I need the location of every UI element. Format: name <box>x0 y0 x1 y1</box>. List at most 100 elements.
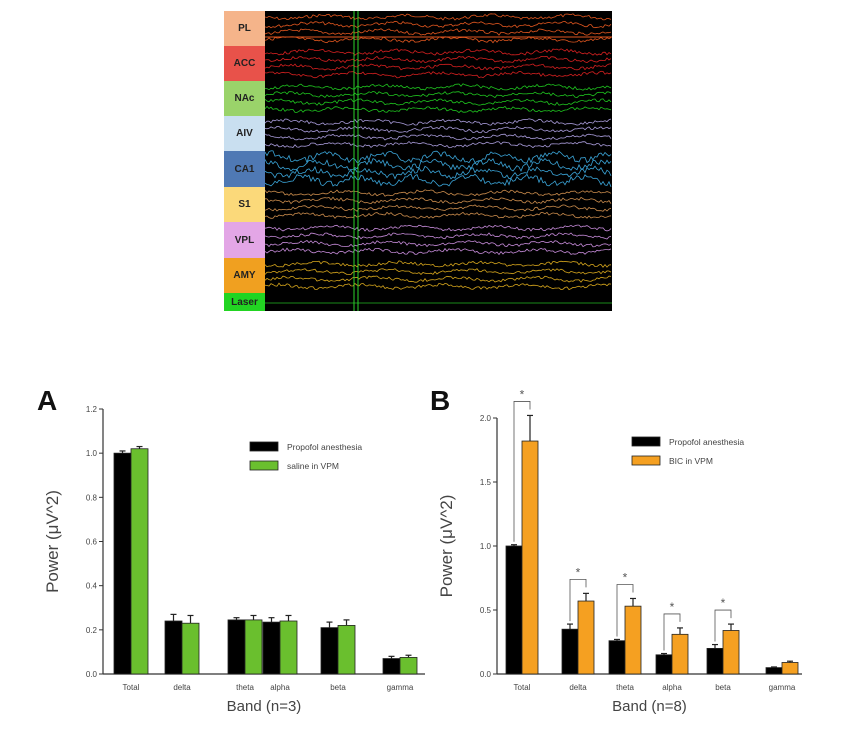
chart-b: 0.0 0.5 1.0 1.5 2.0 Total delta theta alpha beta g… <box>437 387 802 715</box>
bar-delta-control <box>561 628 579 675</box>
eeg-recording-panel: PL ACC NAc AIV CA1 S1 VPL AMY Laser <box>224 11 612 311</box>
x-tick-label: delta <box>569 683 587 692</box>
bar-alpha-treatment <box>279 620 298 675</box>
x-tick-label: theta <box>616 683 634 692</box>
significance-bracket <box>513 401 531 542</box>
eeg-trace-pl <box>265 36 612 44</box>
eeg-trace-vpl <box>265 247 612 256</box>
significance-star: * <box>721 596 726 610</box>
channel-label-amy: AMY <box>224 258 265 293</box>
y-tick-label: 2.0 <box>480 414 492 423</box>
bar-alpha-control <box>655 654 673 675</box>
eeg-trace-s1 <box>265 196 612 205</box>
eeg-trace-pl <box>265 20 612 29</box>
x-tick-label: Total <box>514 683 531 692</box>
x-tick-label: beta <box>715 683 731 692</box>
bar-delta-treatment <box>577 600 595 675</box>
eeg-trace-s1 <box>265 211 612 219</box>
bar-gamma-treatment <box>399 657 418 675</box>
x-axis-label: Band (n=3) <box>227 698 302 715</box>
significance-star: * <box>520 387 525 401</box>
significance-bracket <box>616 584 634 637</box>
significance-star: * <box>576 565 581 579</box>
y-axis-label: Power (μV^2) <box>43 490 62 593</box>
significance-bracket <box>714 609 732 642</box>
legend-label: Propofol anesthesia <box>669 437 744 447</box>
eeg-trace-ca1 <box>265 150 612 164</box>
channel-label-ca1: CA1 <box>224 151 265 187</box>
bar-alpha-control <box>262 621 281 675</box>
panel-label-a: A <box>37 385 58 416</box>
x-tick-label: gamma <box>387 683 414 692</box>
eeg-trace-vpl <box>265 232 612 240</box>
bar-alpha-treatment <box>671 633 689 675</box>
bar-gamma-control <box>382 658 401 675</box>
legend-swatch <box>631 436 661 447</box>
eeg-trace-nac <box>265 105 612 114</box>
eeg-trace-nac <box>265 98 612 106</box>
eeg-trace-aiv <box>265 125 612 134</box>
eeg-trace-pl <box>265 13 612 21</box>
x-tick-label: delta <box>173 683 191 692</box>
channel-label-aiv: AIV <box>224 116 265 151</box>
bar-total-treatment <box>521 440 539 675</box>
x-tick-label: gamma <box>769 683 796 692</box>
bar-gamma-treatment <box>781 662 799 675</box>
bar-theta-control <box>227 619 246 675</box>
x-tick-label: theta <box>236 683 254 692</box>
eeg-trace-acc <box>265 48 612 56</box>
significance-bracket <box>663 613 681 651</box>
y-tick-label: 0.5 <box>480 606 492 615</box>
legend-swatch <box>631 455 661 466</box>
y-tick-label: 0.8 <box>86 493 98 502</box>
bar-total-control <box>505 545 523 675</box>
significance-star: * <box>670 600 675 614</box>
y-tick-label: 1.2 <box>86 405 98 414</box>
eeg-trace-acc <box>265 63 612 71</box>
y-tick-label: 1.5 <box>480 478 492 487</box>
chart-a: 0.0 0.2 0.4 0.6 0.8 1.0 1.2 Total delta theta alph… <box>43 405 425 715</box>
bar-beta-control <box>320 627 339 675</box>
significance-bracket <box>569 578 587 622</box>
eeg-trace-s1 <box>265 204 612 212</box>
eeg-trace-nac <box>265 90 612 99</box>
eeg-trace-amy <box>265 282 612 291</box>
y-tick-label: 1.0 <box>86 449 98 458</box>
bar-theta-control <box>608 640 626 675</box>
eeg-trace-ca1 <box>265 157 612 172</box>
significance-star: * <box>623 570 628 584</box>
legend-swatch <box>249 460 279 471</box>
eeg-trace-ca1 <box>265 165 612 180</box>
y-tick-label: 0.6 <box>86 538 98 547</box>
eeg-traces <box>265 11 612 311</box>
channel-label-nac: NAc <box>224 81 265 116</box>
eeg-trace-amy <box>265 275 612 283</box>
bar-total-treatment <box>130 448 149 675</box>
eeg-trace-amy <box>265 260 612 268</box>
bar-beta-treatment <box>337 625 356 675</box>
x-tick-label: Total <box>123 683 140 692</box>
eeg-trace-amy <box>265 268 612 276</box>
bar-theta-treatment <box>624 605 642 675</box>
channel-label-s1: S1 <box>224 187 265 222</box>
eeg-trace-acc <box>265 55 612 64</box>
bar-gamma-control <box>765 667 783 675</box>
y-tick-label: 0.4 <box>86 582 98 591</box>
x-tick-label: alpha <box>270 683 290 692</box>
eeg-trace-pl <box>265 28 612 36</box>
legend-label: saline in VPM <box>287 461 339 471</box>
eeg-trace-vpl <box>265 224 612 232</box>
bar-delta-control <box>164 620 183 675</box>
eeg-trace-aiv <box>265 133 612 141</box>
bar-delta-treatment <box>181 622 200 675</box>
eeg-trace-acc <box>265 70 612 79</box>
channel-label-pl: PL <box>224 11 265 46</box>
bar-total-control <box>113 452 132 675</box>
y-tick-label: 0.0 <box>480 670 492 679</box>
y-tick-label: 1.0 <box>480 542 492 551</box>
x-tick-label: beta <box>330 683 346 692</box>
y-tick-label: 0.0 <box>86 670 98 679</box>
panel-label-b: B <box>430 385 451 416</box>
y-tick-label: 0.2 <box>86 626 98 635</box>
bar-beta-control <box>706 647 724 675</box>
